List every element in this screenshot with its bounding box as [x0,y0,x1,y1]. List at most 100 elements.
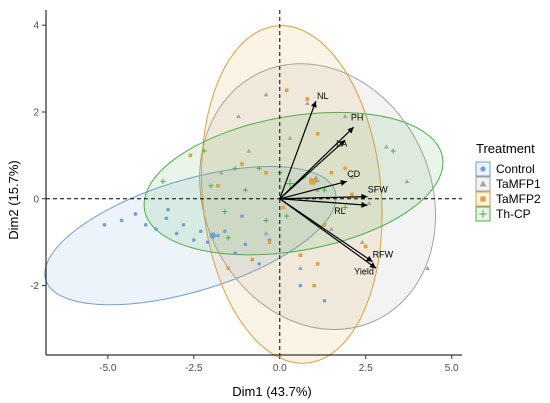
y-tick-label: 0 [33,194,39,205]
legend-label-tamfp2: TaMFP2 [496,192,541,206]
point-control [222,229,227,234]
loading-label-rl: RL [334,206,346,216]
loading-arrow-sfw [279,196,368,200]
point-control [133,212,138,216]
legend-marker-tamfp1 [479,180,487,187]
point-tamfp2 [226,266,231,271]
arrowhead-nl [310,101,317,108]
x-tick-label: 0.0 [273,363,287,374]
loading-arrow-nl [279,100,317,199]
loading-label-la: LA [336,139,347,149]
point-tamfp2 [250,257,255,262]
point-tamfp1 [298,265,303,270]
x-tick-label: 5.0 [445,363,459,374]
legend-label-tamfp1: TaMFP1 [496,177,541,191]
point-tamfp2 [240,162,244,166]
point-tamfp2 [350,192,354,197]
centroid-control [209,232,216,239]
point-tamfp2 [188,153,193,158]
point-th-cp [342,204,348,210]
point-tamfp2 [329,170,334,175]
point-tamfp1 [218,170,224,175]
y-axis-title: Dim2 (15.7%) [6,160,21,239]
reference-lines [46,10,462,355]
point-tamfp1 [329,226,334,231]
y-tick-label: 4 [33,21,39,32]
y-tick-label: 2 [33,107,39,118]
x-tick-label: -2.5 [185,363,203,374]
loading-arrow-la [279,139,346,200]
arrowhead-sfw [361,193,368,200]
point-th-cp [242,187,248,193]
point-th-cp [256,165,262,171]
point-th-cp [160,178,166,184]
ellipse-tamfp2 [201,25,383,364]
point-tamfp2 [305,97,310,101]
confidence-ellipses [44,25,444,364]
loading-arrow-ph [279,126,355,200]
point-th-cp [284,213,290,219]
point-tamfp2 [281,205,286,210]
point-control [240,214,244,218]
point-tamfp1 [425,265,430,270]
x-tick-label: 2.5 [359,363,373,374]
point-tamfp2 [343,166,347,171]
arrowhead-cd [340,180,347,186]
point-tamfp1 [315,187,320,192]
point-tamfp1 [384,144,389,149]
point-control [257,262,261,266]
point-control [174,231,179,236]
point-control [205,240,210,244]
point-tamfp1 [236,113,241,119]
scatter-points [102,88,430,303]
point-control [243,242,248,247]
point-control [154,227,158,231]
point-control [164,216,169,221]
loading-label-cd: CD [347,169,360,179]
point-th-cp [201,148,207,154]
point-tamfp1 [349,174,355,179]
loading-arrow-rl [279,198,368,206]
point-th-cp [222,209,228,215]
x-axis-title: Dim1 (43.7%) [232,384,311,399]
point-tamfp1 [359,239,365,244]
loading-label-ph: PH [351,113,364,123]
point-control [192,238,196,242]
arrowhead-rl [361,201,368,208]
point-tamfp2 [264,170,268,175]
centroid-th-cp [285,179,295,189]
loading-arrow-yield [279,198,373,263]
point-tamfp2 [298,253,303,257]
point-tamfp1 [404,179,410,184]
x-tick-label: -5.0 [99,363,117,374]
point-control [216,233,220,238]
legend-label-control: Control [496,162,535,176]
arrowhead-yield [365,255,373,262]
loading-label-yield: Yield [354,267,374,277]
point-tamfp1 [304,100,310,106]
point-th-cp [263,217,269,223]
loading-label-sfw: SFW [368,184,389,194]
point-tamfp1 [342,113,348,119]
legend-title: Treatment [476,141,535,156]
point-tamfp2 [363,244,368,249]
loading-label-rfw: RFW [373,249,394,259]
legend-marker-tamfp2 [480,196,486,202]
point-th-cp [390,148,396,154]
point-tamfp2 [267,240,272,244]
point-control [119,218,124,223]
point-control [143,223,148,227]
legend-marker-control [480,166,486,172]
point-control [233,251,237,255]
point-tamfp1 [287,135,293,140]
point-control [198,229,203,234]
centroid-tamfp2 [309,178,316,185]
loading-label-nl: NL [317,91,329,101]
point-tamfp1 [366,200,372,205]
point-tamfp1 [263,231,269,236]
point-tamfp2 [312,283,316,288]
point-control [102,223,107,227]
point-tamfp2 [284,88,289,93]
